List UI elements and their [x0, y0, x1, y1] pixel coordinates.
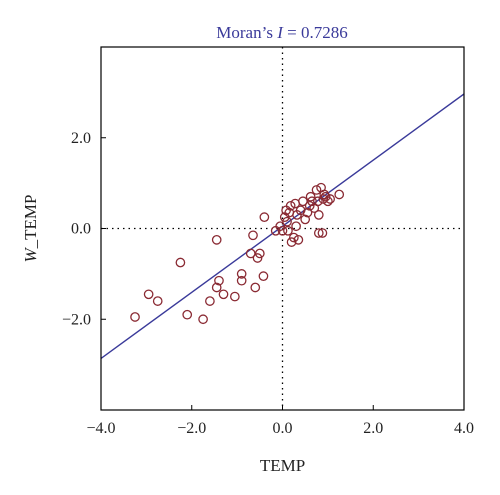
data-point [286, 237, 297, 247]
data-point [248, 230, 258, 241]
data-point [313, 228, 324, 238]
chart-title: Moran’s I = 0.7286 [216, 23, 347, 42]
x-tick-label: 2.0 [363, 420, 383, 437]
x-tick-label: 0.0 [273, 420, 293, 437]
data-point [211, 282, 222, 293]
data-point [250, 282, 261, 293]
data-point [305, 191, 316, 202]
data-point [313, 210, 324, 220]
data-point [258, 271, 269, 281]
data-point [230, 291, 240, 302]
x-tick-label: 4.0 [454, 420, 474, 437]
x-tick-label: −2.0 [177, 420, 206, 437]
y-tick-label: −2.0 [62, 311, 91, 328]
data-point [198, 314, 208, 325]
data-point [259, 212, 270, 223]
data-point [320, 191, 331, 202]
data-point [277, 225, 288, 236]
data-point [298, 196, 308, 207]
data-point [285, 200, 296, 211]
data-point [205, 296, 215, 306]
data-point [182, 309, 193, 320]
data-point [282, 216, 292, 227]
data-point [317, 228, 328, 238]
data-point [252, 253, 263, 263]
data-point [236, 275, 247, 286]
data-point [211, 234, 222, 245]
data-point [130, 312, 140, 322]
data-point [236, 269, 247, 279]
data-point [152, 296, 163, 306]
data-point [311, 185, 322, 195]
y-tick-label: 0.0 [71, 221, 91, 238]
data-point [288, 232, 299, 243]
data-point [283, 225, 293, 236]
data-point [275, 221, 286, 232]
data-point [313, 196, 323, 207]
data-point [318, 194, 329, 204]
data-point [254, 248, 265, 259]
data-point [304, 200, 315, 211]
data-point [323, 196, 333, 207]
x-tick-label: −4.0 [86, 420, 115, 437]
plot-area [101, 47, 464, 410]
data-point [295, 205, 306, 216]
data-point [214, 275, 224, 286]
data-point [245, 248, 256, 259]
x-axis-label: TEMP [260, 456, 305, 475]
data-point [293, 234, 304, 245]
data-point [307, 196, 317, 207]
data-point [300, 214, 311, 225]
y-axis-label: W_TEMP [21, 194, 40, 262]
data-point [291, 221, 301, 232]
data-point [334, 189, 345, 200]
y-tick-label: 2.0 [71, 130, 91, 147]
data-point [175, 257, 186, 268]
data-point [302, 207, 313, 218]
axis-ticks: −4.0 −2.0 0.0 2.0 4.0 −2.0 0.0 2.0 [62, 130, 474, 437]
data-point [325, 194, 335, 204]
data-point [218, 289, 229, 300]
data-point [143, 289, 154, 300]
